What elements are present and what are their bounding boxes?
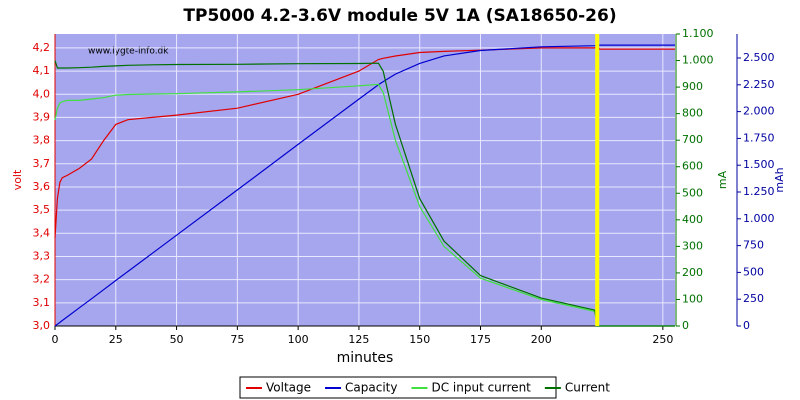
x-tick-label: 0	[52, 333, 59, 346]
series-line	[54, 60, 675, 327]
y3-axis-label: mAh	[773, 167, 786, 192]
x-tick-label: 25	[109, 333, 123, 346]
y2-tick-label: 200	[682, 266, 703, 279]
y2-tick-label: 1.000	[682, 54, 714, 67]
y-tick-label: 3,9	[33, 110, 51, 123]
y3-tick-label: 1.000	[743, 212, 775, 225]
y3-tick-label: 1.500	[743, 158, 775, 171]
y3-tick-label: 2.000	[743, 105, 775, 118]
x-tick-label: 125	[348, 333, 369, 346]
x-tick-label: 50	[170, 333, 184, 346]
y3-tick-label: 500	[743, 265, 764, 278]
y3-tick-label: 2.500	[743, 51, 775, 64]
y2-tick-label: 500	[682, 186, 703, 199]
y2-tick-label: 700	[682, 133, 703, 146]
y-tick-label: 3,6	[33, 180, 51, 193]
legend-label: DC input current	[431, 381, 531, 395]
y3-tick-label: 250	[743, 292, 764, 305]
y-tick-label: 4,2	[33, 41, 51, 54]
y-tick-label: 3,1	[33, 296, 51, 309]
y3-tick-label: 2.250	[743, 78, 775, 91]
y2-tick-label: 900	[682, 80, 703, 93]
y2-tick-label: 800	[682, 107, 703, 120]
legend-label: Capacity	[345, 381, 397, 395]
y3-tick-label: 1.750	[743, 131, 775, 144]
y2-tick-label: 400	[682, 213, 703, 226]
y-tick-label: 3,0	[33, 319, 51, 332]
y2-tick-label: 1.100	[682, 27, 714, 40]
y3-tick-label: 750	[743, 239, 764, 252]
x-tick-label: 175	[470, 333, 491, 346]
y-tick-label: 3,4	[33, 226, 51, 239]
y-tick-label: 3,3	[33, 249, 51, 262]
y-tick-label: 3,7	[33, 157, 51, 170]
y2-tick-label: 600	[682, 160, 703, 173]
legend-label: Current	[565, 381, 610, 395]
y-tick-label: 3,2	[33, 273, 51, 286]
y2-tick-label: 0	[682, 319, 689, 332]
y-tick-label: 4,1	[33, 64, 51, 77]
y2-axis-label: mA	[716, 170, 729, 189]
plot-area	[55, 34, 675, 326]
x-tick-label: 100	[288, 333, 309, 346]
x-tick-label: 75	[230, 333, 244, 346]
x-tick-label: 200	[531, 333, 552, 346]
chart-title: TP5000 4.2-3.6V module 5V 1A (SA18650-26…	[183, 6, 616, 26]
x-tick-label: 150	[409, 333, 430, 346]
y3-tick-label: 0	[743, 319, 750, 332]
series-line	[54, 44, 675, 327]
y-axis-label: volt	[11, 169, 24, 190]
series-line	[54, 83, 675, 327]
x-tick-label: 250	[652, 333, 673, 346]
y2-tick-label: 300	[682, 239, 703, 252]
y2-tick-label: 100	[682, 292, 703, 305]
y-tick-label: 4,0	[33, 87, 51, 100]
watermark: www.lygte-info.dk	[88, 47, 169, 57]
y-tick-label: 3,8	[33, 134, 51, 147]
x-axis-label: minutes	[337, 350, 394, 366]
series-line	[54, 44, 675, 238]
y-tick-label: 3,5	[33, 203, 51, 216]
y3-tick-label: 1.250	[743, 185, 775, 198]
legend-label: Voltage	[266, 381, 311, 395]
